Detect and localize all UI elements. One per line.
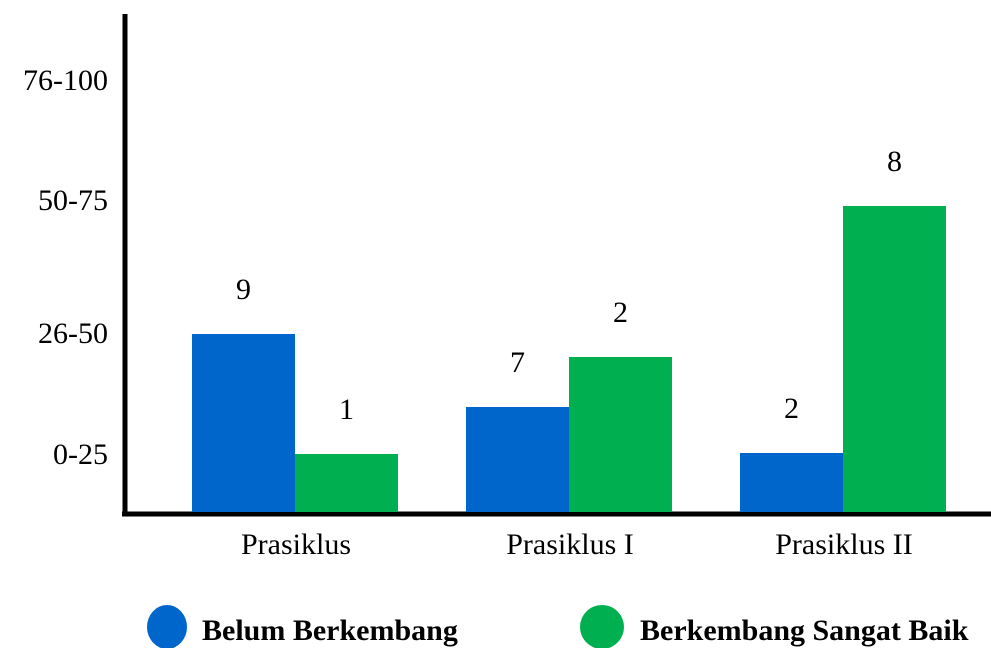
bar-prasiklus-i-series-2 (569, 357, 672, 512)
data-label: 2 (784, 392, 799, 425)
data-label: 9 (236, 273, 251, 306)
legend-label-belum-berkembang: Belum Berkembang (202, 614, 458, 647)
legend-marker-berkembang-sangat-baik (580, 605, 624, 648)
data-label: 2 (613, 296, 628, 329)
x-tick-labels: Prasiklus Prasiklus I Prasiklus II (241, 528, 913, 561)
legend-marker-belum-berkembang (147, 605, 187, 648)
x-tick-label: Prasiklus II (775, 528, 913, 561)
y-tick-label: 0-25 (53, 438, 108, 471)
y-tick-labels: 76-100 50-75 26-50 0-25 (23, 64, 108, 471)
y-tick-label: 76-100 (23, 64, 108, 97)
bars-group (192, 206, 946, 512)
data-label: 1 (339, 393, 354, 426)
bar-prasiklus-ii-series-1 (740, 453, 843, 512)
bar-prasiklus-ii-series-2 (843, 206, 946, 512)
legend: Belum Berkembang Berkembang Sangat Baik (147, 605, 969, 648)
bar-prasiklus-series-1 (192, 334, 295, 512)
data-label: 7 (510, 346, 525, 379)
bar-prasiklus-i-series-1 (466, 407, 569, 512)
y-tick-label: 50-75 (38, 184, 108, 217)
data-labels-group: 9 7 2 1 2 8 (236, 145, 902, 426)
bar-prasiklus-series-2 (295, 454, 398, 512)
x-tick-label: Prasiklus I (506, 528, 634, 561)
legend-label-berkembang-sangat-baik: Berkembang Sangat Baik (640, 614, 969, 647)
y-tick-label: 26-50 (38, 317, 108, 350)
data-label: 8 (887, 145, 902, 178)
x-tick-label: Prasiklus (241, 528, 351, 561)
